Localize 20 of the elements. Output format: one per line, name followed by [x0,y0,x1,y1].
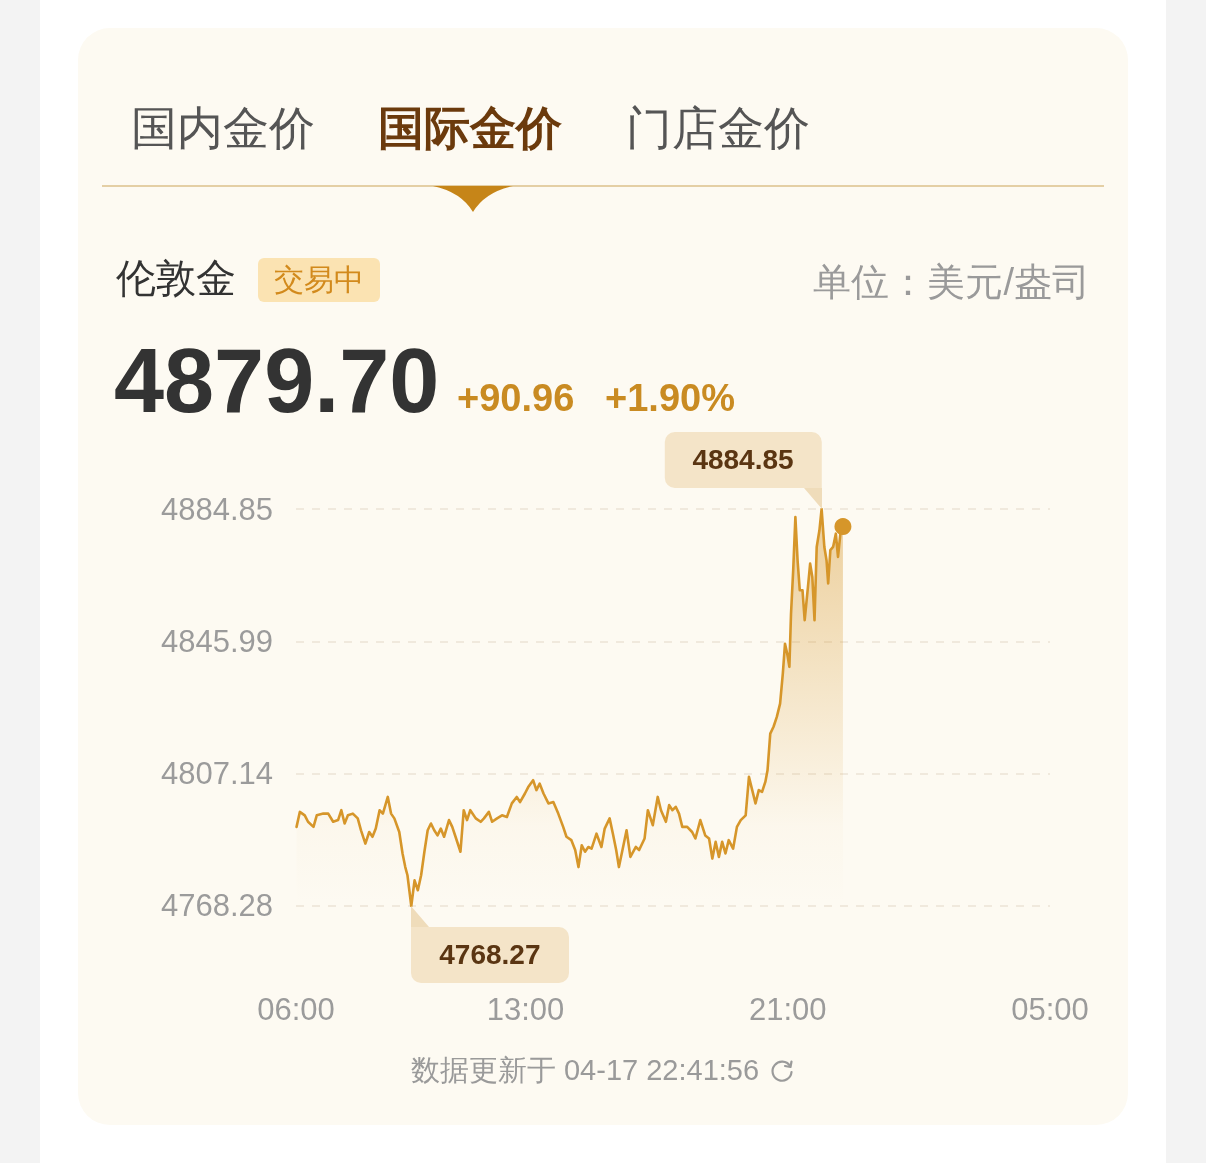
y-tick-label: 4845.99 [160,623,273,659]
x-tick-label: 05:00 [1011,992,1089,1027]
text: +90.96 [457,377,575,419]
text: 交易中 [258,258,380,302]
annotation: 4768.27 [411,927,569,983]
text: 国内金价 [131,102,315,154]
annotation: 4884.85 [664,432,822,488]
text: 门店金价 [626,102,810,154]
y-tick-label: 4807.14 [160,756,273,792]
text: 4879.70 [114,331,440,431]
text: 数据更新于 04-17 22:41:56 [410,1053,760,1088]
y-tick-label: 4884.85 [160,491,273,527]
x-tick-label: 13:00 [486,992,565,1027]
x-tick-label: 21:00 [748,992,827,1027]
text: +1.90% [605,377,735,419]
text: 国际金价 [378,102,562,154]
y-axis-title: 单位：美元/盎司 [813,261,1090,303]
y-tick-label: 4768.28 [160,888,273,924]
x-tick-label: 06:00 [257,992,335,1027]
chart-title: 伦敦金 [116,256,236,300]
